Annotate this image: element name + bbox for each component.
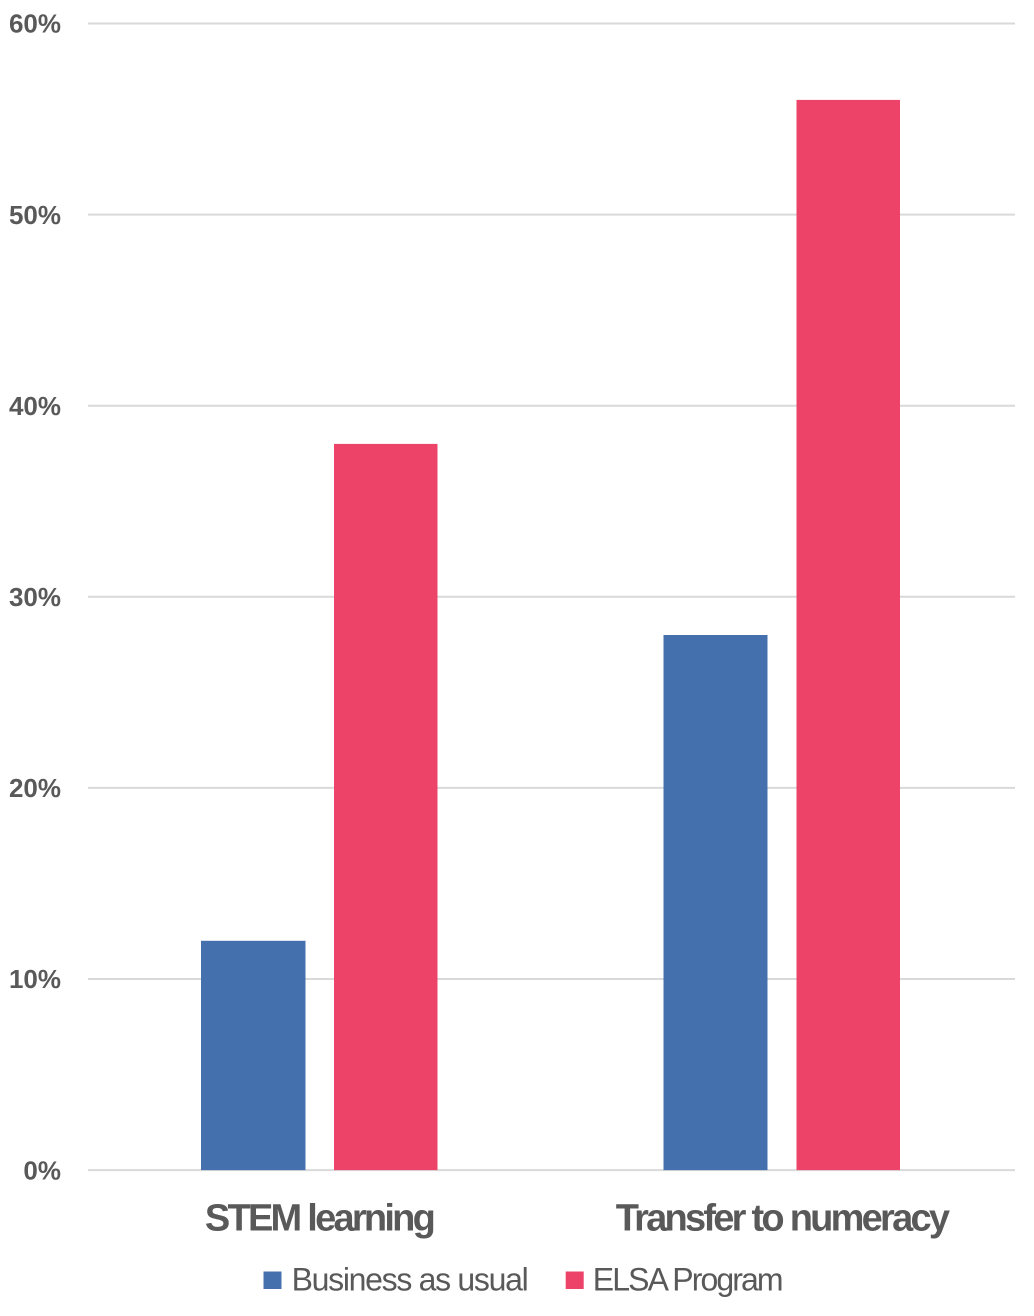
svg-text:60%: 60% (9, 9, 61, 39)
svg-text:Transfer to numeracy: Transfer to numeracy (616, 1198, 950, 1240)
svg-text:40%: 40% (9, 391, 61, 421)
svg-text:50%: 50% (9, 200, 61, 230)
svg-text:20%: 20% (9, 773, 61, 803)
svg-text:0%: 0% (23, 1155, 61, 1185)
svg-text:STEM learning: STEM learning (205, 1198, 434, 1240)
svg-text:Business as usual: Business as usual (292, 1262, 528, 1298)
svg-text:30%: 30% (9, 582, 61, 612)
svg-text:ELSA Program: ELSA Program (593, 1262, 782, 1298)
svg-text:10%: 10% (9, 964, 61, 994)
